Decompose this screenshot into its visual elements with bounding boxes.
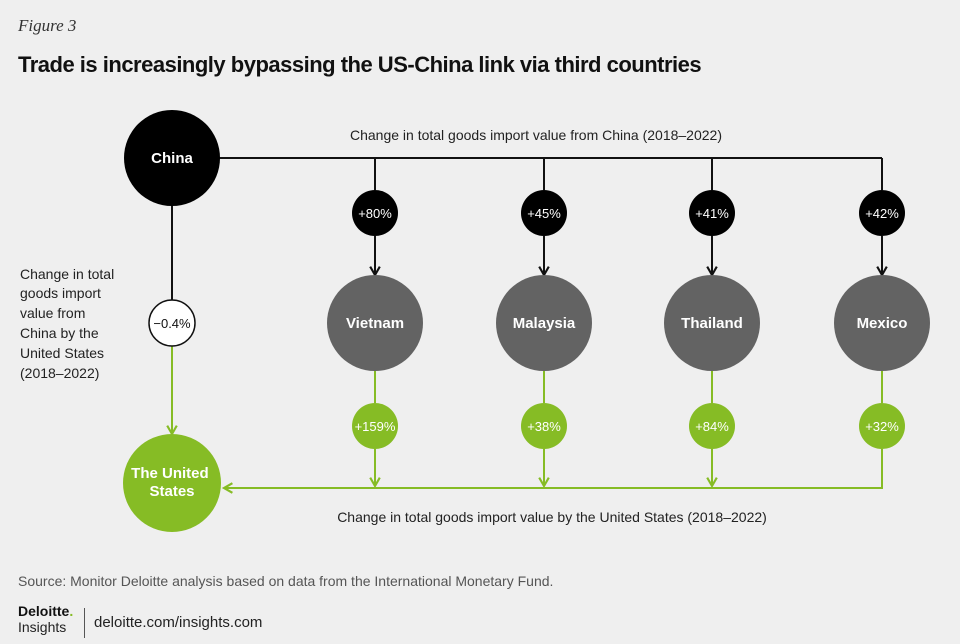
country-column: +80% Vietnam +159%: [327, 158, 423, 489]
side-label-line: United States: [20, 345, 104, 361]
side-flow-label: Change in total goods import value from …: [20, 266, 118, 381]
from-china-value: +41%: [695, 206, 729, 221]
country-columns: +80% Vietnam +159% +45% Malaysia +38% +41% Thai…: [327, 158, 930, 489]
to-us-node: [352, 403, 398, 449]
china-node: China: [124, 110, 220, 206]
bottom-flow-label: Change in total goods import value by th…: [337, 509, 767, 525]
country-name: Vietnam: [346, 315, 404, 332]
country-name: Malaysia: [513, 315, 576, 332]
from-china-value: +80%: [358, 206, 392, 221]
side-label-line: value from: [20, 305, 85, 321]
to-us-node: [689, 403, 735, 449]
top-flow-label: Change in total goods import value from …: [350, 127, 722, 143]
figure-label: Figure 3: [18, 16, 77, 35]
logo-main: Deloitte: [18, 603, 70, 619]
logo-dot: .: [69, 603, 74, 619]
from-china-value: +45%: [527, 206, 561, 221]
from-china-node: [521, 190, 567, 236]
side-label-line: (2018–2022): [20, 365, 99, 381]
from-china-node: [352, 190, 398, 236]
us-node-label-line: The United: [131, 465, 209, 482]
china-us-value-node: −0.4%: [148, 299, 196, 347]
deloitte-insights-logo: Deloitte. Insights: [18, 603, 73, 635]
country-name: Mexico: [857, 315, 908, 332]
side-label-line: goods import: [20, 285, 101, 301]
us-node: The United States: [123, 434, 221, 532]
us-node-label-line: States: [149, 483, 194, 500]
china-node-label: China: [151, 150, 193, 167]
to-us-node: [521, 403, 567, 449]
to-us-value: +38%: [527, 419, 561, 434]
from-china-node: [859, 190, 905, 236]
svg-text:The United States: The United States: [131, 465, 213, 500]
country-node: [664, 275, 760, 371]
figure-title: Trade is increasingly bypassing the US-C…: [18, 52, 702, 77]
from-china-node: [689, 190, 735, 236]
to-us-value: +32%: [865, 419, 899, 434]
country-column: +45% Malaysia +38%: [496, 158, 592, 489]
side-label-line: China by the: [20, 325, 99, 341]
to-us-value: +159%: [355, 419, 396, 434]
country-column: +41% Thailand +84%: [664, 158, 760, 489]
logo-sub: Insights: [18, 619, 67, 635]
to-us-value: +84%: [695, 419, 729, 434]
footer-link[interactable]: deloitte.com/insights.com: [94, 614, 263, 631]
country-node: [496, 275, 592, 371]
from-china-value: +42%: [865, 206, 899, 221]
country-node: [834, 275, 930, 371]
source-note: Source: Monitor Deloitte analysis based …: [18, 573, 554, 589]
country-node: [327, 275, 423, 371]
side-label-line: Change in total: [20, 266, 114, 282]
china-us-value: −0.4%: [153, 316, 191, 331]
footer-divider: [84, 608, 85, 638]
country-column: +42% Mexico +32%: [834, 158, 930, 489]
country-name: Thailand: [681, 315, 743, 332]
to-us-node: [859, 403, 905, 449]
